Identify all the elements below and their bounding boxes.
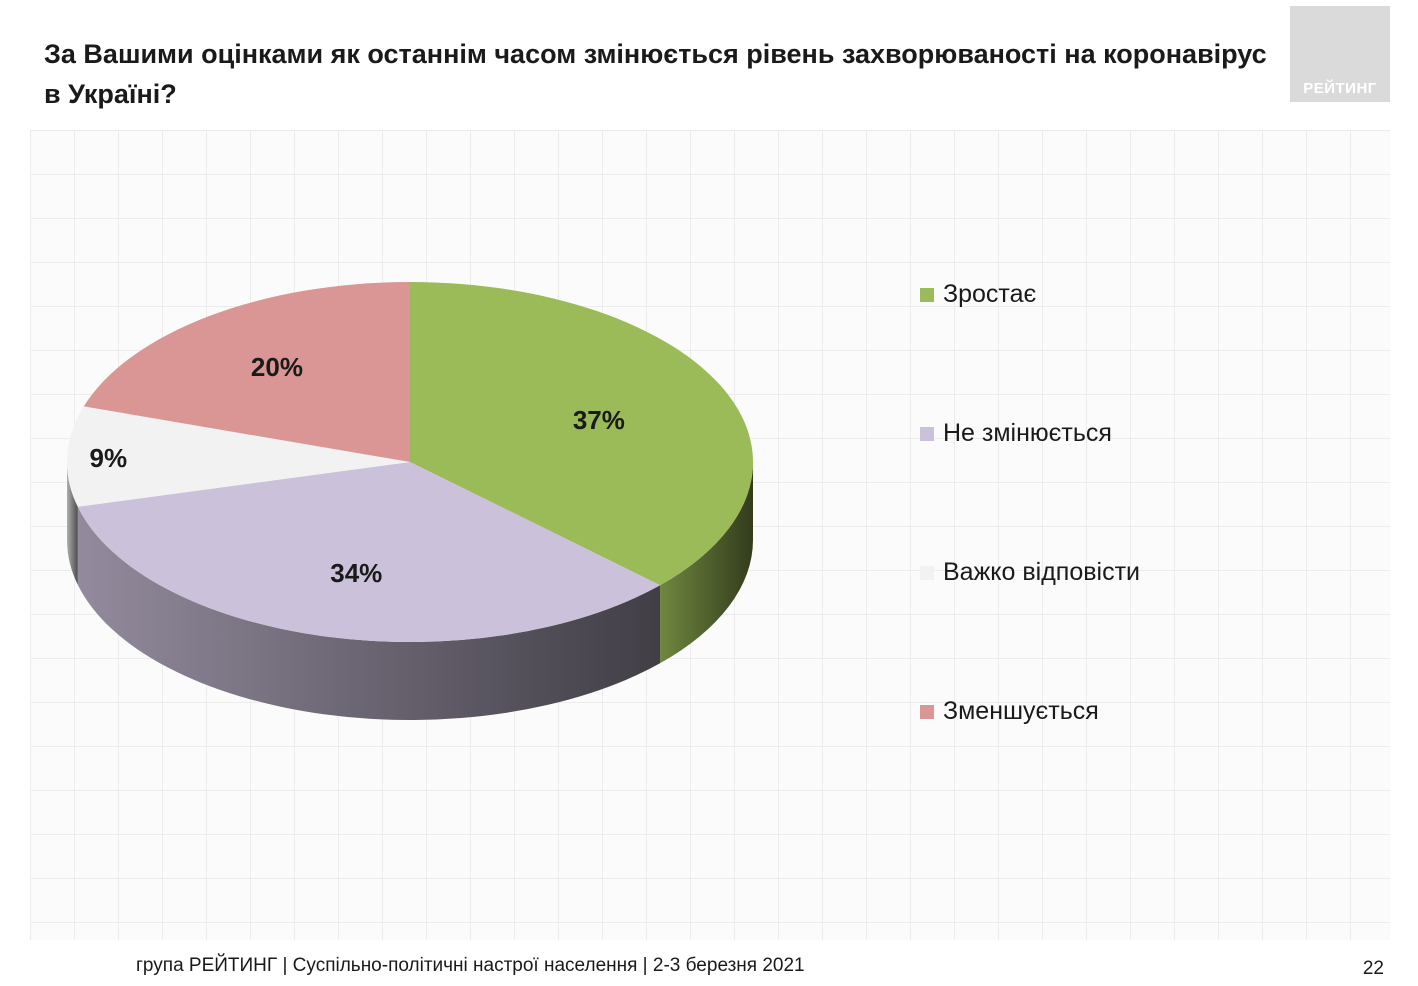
legend-item-0: Зростає: [920, 280, 1036, 309]
pie-side-2: [67, 462, 78, 585]
pie-side-0: [660, 462, 753, 664]
legend-swatch: [920, 287, 934, 302]
pie-slice-1: [77, 462, 661, 642]
legend-label: Зростає: [943, 280, 1037, 308]
slice-value-label-3: 20%: [251, 352, 303, 382]
page-number: 22: [1362, 958, 1384, 979]
page-title: За Вашими оцінками як останнім часом змі…: [44, 39, 1267, 109]
legend-label: Зменшується: [943, 697, 1099, 725]
pie-slice-3: [83, 282, 411, 462]
rating-logo: РЕЙТИНГ: [1290, 6, 1390, 102]
legend-item-1: Не змінюється: [920, 419, 1112, 448]
slice-value-label-2: 9%: [90, 443, 128, 473]
legend-label: Не змінюється: [943, 419, 1112, 447]
slice-value-label-1: 34%: [330, 558, 382, 588]
legend-item-2: Важко відповісти: [920, 558, 1140, 587]
pie-side-1: [77, 506, 661, 720]
slice-value-label-0: 37%: [573, 405, 625, 435]
pie-slice-0: [410, 282, 754, 586]
pie-slice-2: [67, 406, 410, 507]
legend-swatch: [920, 565, 934, 580]
legend-swatch: [920, 426, 934, 441]
footer-text: група РЕЙТИНГ | Суспільно-політичні наст…: [136, 955, 805, 976]
legend-swatch: [920, 704, 934, 719]
legend-item-3: Зменшується: [920, 697, 1099, 726]
legend-label: Важко відповісти: [943, 558, 1140, 586]
logo-text: РЕЙТИНГ: [1303, 80, 1377, 97]
